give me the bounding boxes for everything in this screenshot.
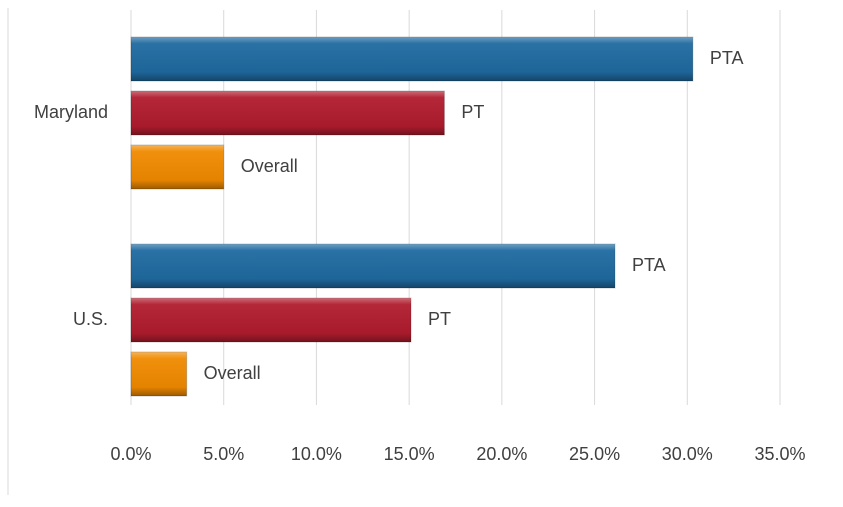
- bar: [130, 144, 225, 190]
- bar-label: PTA: [632, 255, 666, 275]
- bar-label: PT: [461, 102, 484, 122]
- bar: [130, 297, 412, 343]
- bar: [130, 36, 694, 82]
- x-tick-label: 30.0%: [662, 444, 713, 464]
- bar: [130, 243, 616, 289]
- x-tick-label: 35.0%: [754, 444, 805, 464]
- x-tick-label: 5.0%: [203, 444, 244, 464]
- bar: [130, 351, 188, 397]
- x-tick-label: 20.0%: [476, 444, 527, 464]
- x-tick-label: 15.0%: [384, 444, 435, 464]
- bar-label: PTA: [710, 48, 744, 68]
- x-tick-label: 25.0%: [569, 444, 620, 464]
- bar-label: Overall: [204, 363, 261, 383]
- bar-label: Overall: [241, 156, 298, 176]
- y-tick-label: Maryland: [34, 102, 108, 122]
- bar: [130, 90, 445, 136]
- x-tick-label: 0.0%: [110, 444, 151, 464]
- bar-label: PT: [428, 309, 451, 329]
- y-tick-label: U.S.: [73, 309, 108, 329]
- x-tick-label: 10.0%: [291, 444, 342, 464]
